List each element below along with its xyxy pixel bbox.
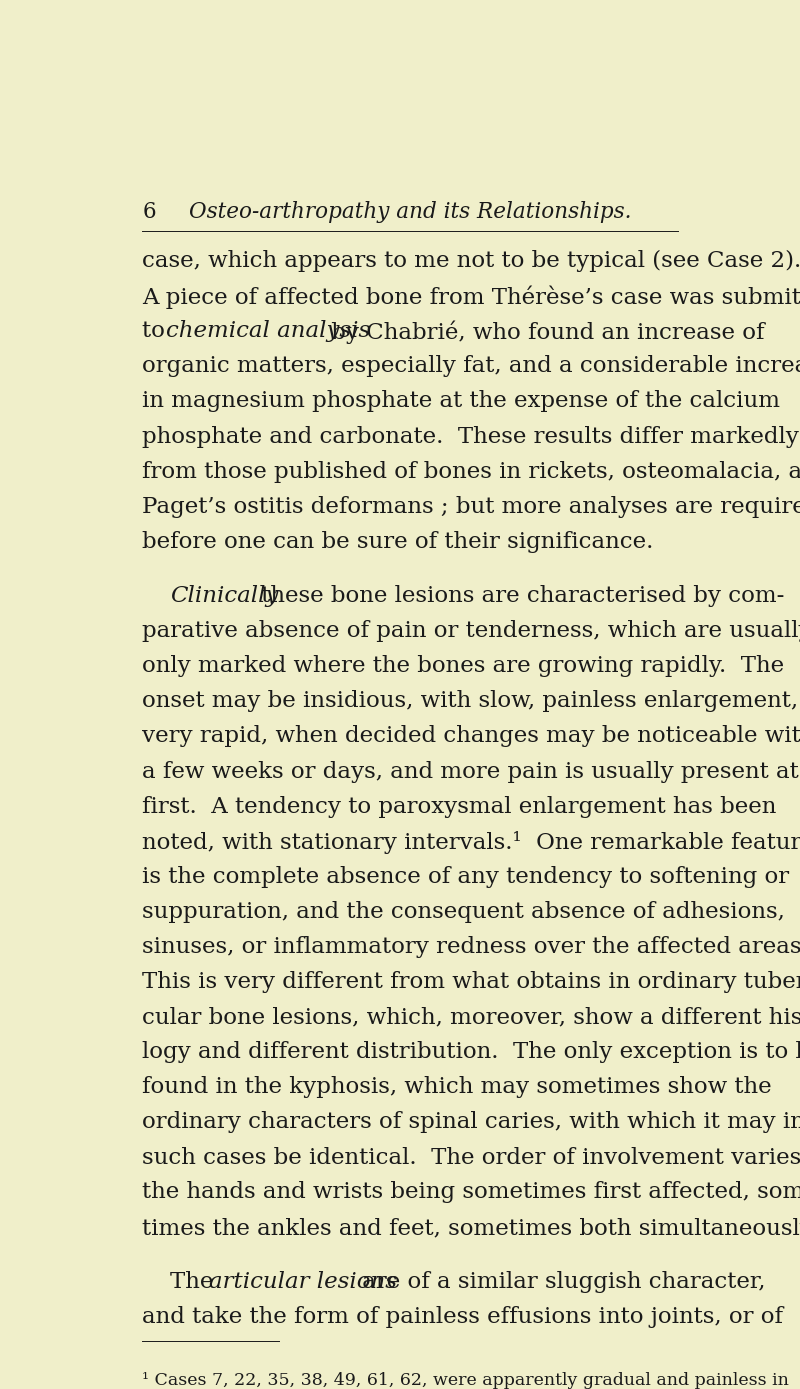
Text: logy and different distribution.  The only exception is to be: logy and different distribution. The onl… <box>142 1042 800 1063</box>
Text: cular bone lesions, which, moreover, show a different histo-: cular bone lesions, which, moreover, sho… <box>142 1006 800 1028</box>
Text: This is very different from what obtains in ordinary tuber-: This is very different from what obtains… <box>142 971 800 993</box>
Text: The: The <box>170 1271 221 1293</box>
Text: are of a similar sluggish character,: are of a similar sluggish character, <box>355 1271 766 1293</box>
Text: before one can be sure of their significance.: before one can be sure of their signific… <box>142 531 654 553</box>
Text: very rapid, when decided changes may be noticeable within: very rapid, when decided changes may be … <box>142 725 800 747</box>
Text: and take the form of painless effusions into joints, or of: and take the form of painless effusions … <box>142 1306 783 1328</box>
Text: only marked where the bones are growing rapidly.  The: only marked where the bones are growing … <box>142 656 784 678</box>
Text: times the ankles and feet, sometimes both simultaneously.²: times the ankles and feet, sometimes bot… <box>142 1217 800 1239</box>
Text: onset may be insidious, with slow, painless enlargement, or: onset may be insidious, with slow, painl… <box>142 690 800 713</box>
Text: noted, with stationary intervals.¹  One remarkable feature: noted, with stationary intervals.¹ One r… <box>142 831 800 854</box>
Text: case, which appears to me not to be typical (see Case 2).: case, which appears to me not to be typi… <box>142 250 800 272</box>
Text: parative absence of pain or tenderness, which are usually: parative absence of pain or tenderness, … <box>142 621 800 642</box>
Text: Clinically: Clinically <box>170 585 278 607</box>
Text: A piece of affected bone from Thérèse’s case was submitted: A piece of affected bone from Thérèse’s … <box>142 285 800 308</box>
Text: phosphate and carbonate.  These results differ markedly: phosphate and carbonate. These results d… <box>142 425 799 447</box>
Text: 6: 6 <box>142 201 156 222</box>
Text: suppuration, and the consequent absence of adhesions,: suppuration, and the consequent absence … <box>142 901 785 922</box>
Text: these bone lesions are characterised by com-: these bone lesions are characterised by … <box>254 585 785 607</box>
Text: by Chabrié, who found an increase of: by Chabrié, who found an increase of <box>324 321 764 343</box>
Text: in magnesium phosphate at the expense of the calcium: in magnesium phosphate at the expense of… <box>142 390 780 413</box>
Text: such cases be identical.  The order of involvement varies,: such cases be identical. The order of in… <box>142 1146 800 1168</box>
Text: Paget’s ostitis deformans ; but more analyses are required: Paget’s ostitis deformans ; but more ana… <box>142 496 800 518</box>
Text: a few weeks or days, and more pain is usually present at: a few weeks or days, and more pain is us… <box>142 761 799 782</box>
Text: chemical analysis: chemical analysis <box>166 321 370 342</box>
Text: articular lesions: articular lesions <box>210 1271 398 1293</box>
Text: Osteo-arthropathy and its Relationships.: Osteo-arthropathy and its Relationships. <box>189 201 631 222</box>
Text: from those published of bones in rickets, osteomalacia, and: from those published of bones in rickets… <box>142 461 800 482</box>
Text: ¹ Cases 7, 22, 35, 38, 49, 61, 62, were apparently gradual and painless in: ¹ Cases 7, 22, 35, 38, 49, 61, 62, were … <box>142 1372 789 1389</box>
Text: the hands and wrists being sometimes first affected, some-: the hands and wrists being sometimes fir… <box>142 1182 800 1203</box>
Text: sinuses, or inflammatory redness over the affected areas.: sinuses, or inflammatory redness over th… <box>142 936 800 958</box>
Text: is the complete absence of any tendency to softening or: is the complete absence of any tendency … <box>142 865 790 888</box>
Text: to: to <box>142 321 172 342</box>
Text: ordinary characters of spinal caries, with which it may in: ordinary characters of spinal caries, wi… <box>142 1111 800 1133</box>
Text: organic matters, especially fat, and a considerable increase: organic matters, especially fat, and a c… <box>142 356 800 378</box>
Text: first.  A tendency to paroxysmal enlargement has been: first. A tendency to paroxysmal enlargem… <box>142 796 777 818</box>
Text: found in the kyphosis, which may sometimes show the: found in the kyphosis, which may sometim… <box>142 1076 772 1099</box>
